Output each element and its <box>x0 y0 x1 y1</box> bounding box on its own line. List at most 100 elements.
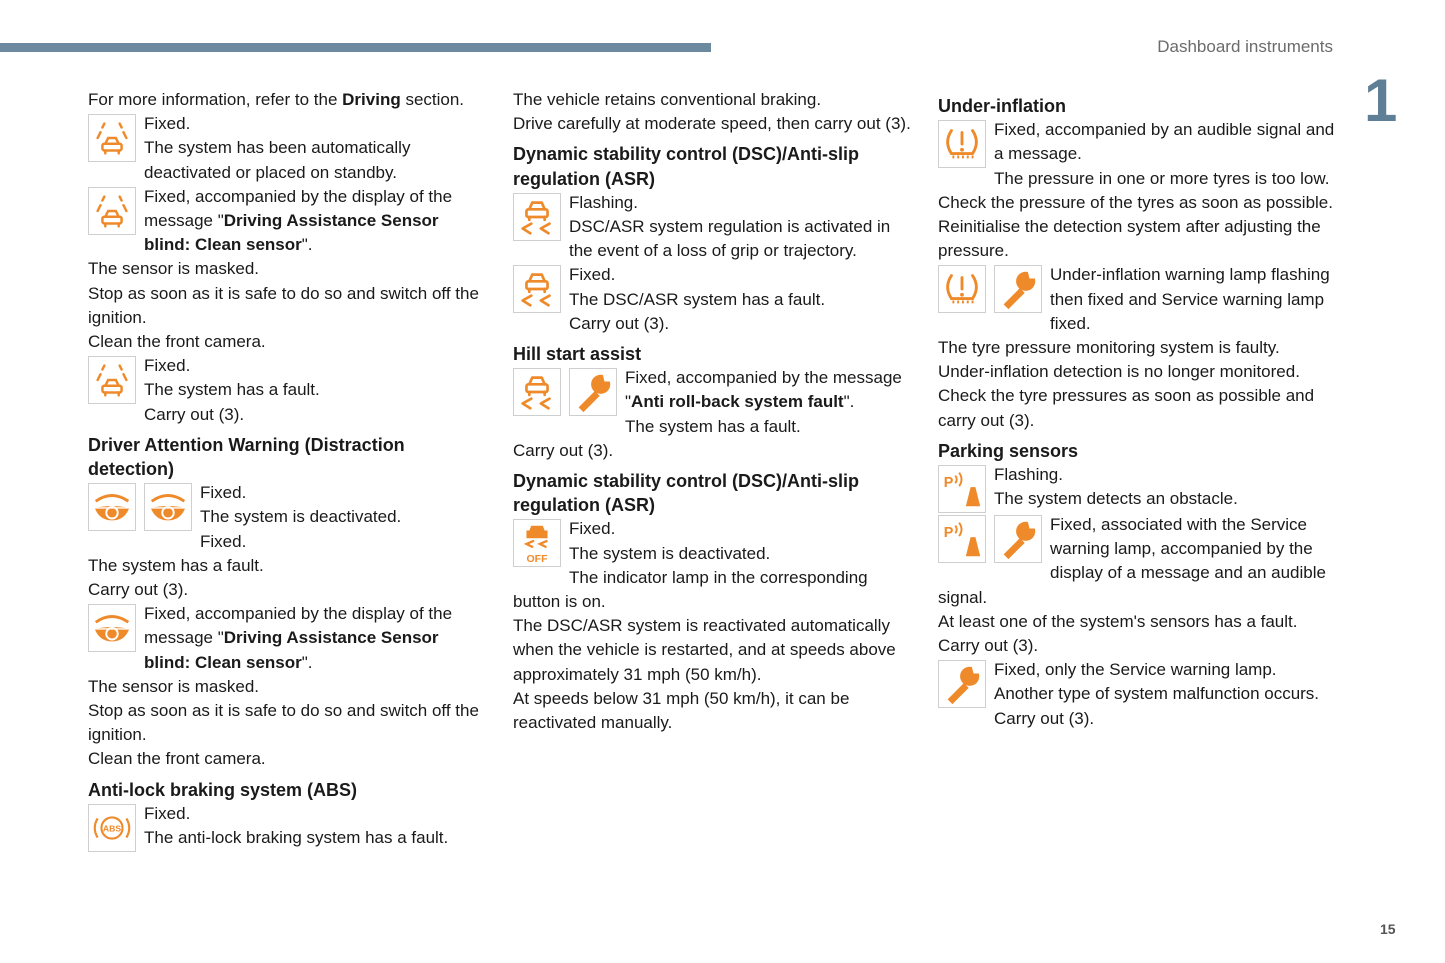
dsc-skid-icon <box>513 368 561 417</box>
description-line: Fixed, only the Service warning lamp. <box>994 660 1277 680</box>
description-line: Carry out (3). <box>994 708 1095 728</box>
description-line: At least one of the system's sensors has… <box>938 611 1298 631</box>
column-3: Under-inflation Fixed, accompanied by an … <box>938 88 1336 731</box>
description-line: Check the pressure of the tyres as soon … <box>938 192 1333 212</box>
description-line: Fixed, associated with the Service warni… <box>938 515 1326 607</box>
dsc-skid-icon <box>513 265 561 314</box>
warning-lamp-entry: Fixed, only the Service warning lamp. Ano… <box>938 658 1336 731</box>
description-line: The pressure in one or more tyres is too… <box>994 168 1330 188</box>
warning-lamp-entry: Fixed, accompanied by an audible signal … <box>938 118 1336 263</box>
svg-text:P: P <box>944 475 954 491</box>
description-line: Flashing. <box>994 465 1063 485</box>
wrench-icon <box>994 515 1042 564</box>
warning-lamp-entry: Fixed, accompanied by the display of the… <box>88 185 486 354</box>
tyre-pressure-icon <box>938 120 986 169</box>
description-line: The system has a fault. <box>625 416 801 436</box>
description-line: Fixed, accompanied by an audible signal … <box>994 120 1335 164</box>
description-line: Clean the front camera. <box>88 332 266 352</box>
description-line: The DSC/ASR system has a fault. <box>569 289 826 309</box>
description-line: The anti-lock braking system has a fault… <box>144 828 449 848</box>
description-line: The system is deactivated. <box>200 507 402 527</box>
description-line: Fixed. <box>569 265 616 285</box>
description-line: Fixed. <box>144 803 191 823</box>
warning-lamp-entry: Fixed, accompanied by the message "Anti … <box>513 366 911 463</box>
description-line: Clean the front camera. <box>88 749 266 769</box>
section-title: Dashboard instruments <box>1157 37 1333 56</box>
section-heading: Hill start assist <box>513 344 642 365</box>
section-heading: Dynamic stability control (DSC)/Anti-sli… <box>513 144 860 189</box>
description-line: The system detects an obstacle. <box>994 489 1238 509</box>
description-line: Fixed. <box>569 519 616 539</box>
parking-sensor-icon: P <box>938 515 986 564</box>
description-line: Drive carefully at moderate speed, then … <box>513 114 911 134</box>
page-number: 15 <box>1380 921 1396 937</box>
text-run: Fixed, accompanied by the message " <box>625 368 902 412</box>
wrench-icon <box>938 660 986 709</box>
column-2: The vehicle retains conventional braking… <box>513 88 911 735</box>
description-line: Another type of system malfunction occur… <box>994 684 1320 704</box>
description-line: The system has been automatically deacti… <box>144 138 411 182</box>
svg-text:ABS: ABS <box>103 823 121 833</box>
description-line: Fixed, accompanied by the display of the… <box>88 602 486 675</box>
description-line: DSC/ASR system regulation is activated i… <box>569 217 891 261</box>
description-line: Under-inflation warning lamp flashing th… <box>1050 265 1330 333</box>
warning-lamp-entry: ABS Fixed. The anti-lock braking system ha… <box>88 802 486 852</box>
description-line: The sensor is masked. <box>88 676 260 696</box>
warning-lamp-entry: Under-inflation warning lamp flashing th… <box>938 263 1336 432</box>
description-line: Reinitialise the detection system after … <box>938 217 1321 261</box>
description-line: Carry out (3). <box>88 580 189 600</box>
text-run: Fixed, accompanied by the display of the… <box>144 604 453 648</box>
tyre-pressure-icon <box>938 265 986 314</box>
chapter-number: 1 <box>1364 67 1398 134</box>
wrench-icon <box>569 368 617 417</box>
warning-lamp-entry: P Flashing. The system detects an obstacle… <box>938 463 1336 514</box>
header-accent-bar <box>0 43 711 52</box>
text-run: ". <box>301 652 313 672</box>
warning-lamp-entry: Fixed. The system has a fault. Carry out (… <box>88 354 486 427</box>
drowsy-eye-icon <box>88 483 136 532</box>
text-run: For more information, refer to the <box>88 90 343 109</box>
drowsy-eye-icon <box>144 483 192 532</box>
description-line: Fixed, accompanied by the message "Anti … <box>513 366 911 414</box>
bold-text: Driving Assistance Sensor blind: Clean s… <box>144 211 439 255</box>
description-line: Fixed. <box>144 114 191 134</box>
wrench-icon <box>994 265 1042 314</box>
lane-assist-icon <box>88 114 136 163</box>
svg-text:OFF: OFF <box>526 554 548 566</box>
description-line: The DSC/ASR system is reactivated automa… <box>513 616 896 684</box>
warning-lamp-entry: For more information, refer to the Drivi… <box>88 88 486 112</box>
abs-icon: ABS <box>88 803 136 852</box>
bold-text: Driving <box>342 90 401 109</box>
text-run: ". <box>843 392 855 412</box>
description-line: The indicator lamp in the corresponding … <box>513 567 868 612</box>
bold-text: Driving Assistance Sensor blind: Clean s… <box>144 628 439 672</box>
text-run: Fixed, accompanied by the display of the… <box>144 186 453 231</box>
description-line: Check the tyre pressures as soon as poss… <box>938 386 1315 430</box>
lane-assist-icon <box>88 356 136 405</box>
description-line: The tyre pressure monitoring system is f… <box>938 338 1280 358</box>
section-heading: Under-inflation <box>938 96 1066 116</box>
description-line: Flashing. <box>569 192 638 212</box>
description-line: Stop as soon as it is safe to do so and … <box>88 283 479 327</box>
dsc-skid-icon <box>513 192 561 241</box>
text-run: section. <box>400 90 465 109</box>
description-line: Carry out (3). <box>144 404 245 424</box>
description-line: The sensor is masked. <box>88 259 260 279</box>
lane-assist-icon <box>88 186 136 235</box>
warning-lamp-entry: P Fixed, associated with the Service warn… <box>938 513 1336 658</box>
description-line: Fixed. <box>144 356 191 376</box>
description-line: The system is deactivated. <box>569 543 771 563</box>
warning-lamp-entry: Fixed. The system has been automatically … <box>88 112 486 185</box>
column-1: For more information, refer to the Drivi… <box>88 88 486 852</box>
description-line: At speeds below 31 mph (50 km/h), it can… <box>513 688 850 733</box>
description-line: Carry out (3). <box>569 313 670 333</box>
description-line: The vehicle retains conventional braking… <box>513 90 822 109</box>
section-heading: Anti-lock braking system (ABS) <box>88 779 358 800</box>
section-heading: Driver Attention Warning (Distraction de… <box>88 434 405 480</box>
description-line: Fixed, accompanied by the display of the… <box>88 185 486 258</box>
text-run: ". <box>301 235 313 255</box>
drowsy-eye-icon <box>88 604 136 653</box>
description-line: Fixed. <box>200 483 247 503</box>
description-line: Under-inflation detection is no longer m… <box>938 362 1300 382</box>
description-line: The system has a fault. <box>88 555 264 575</box>
